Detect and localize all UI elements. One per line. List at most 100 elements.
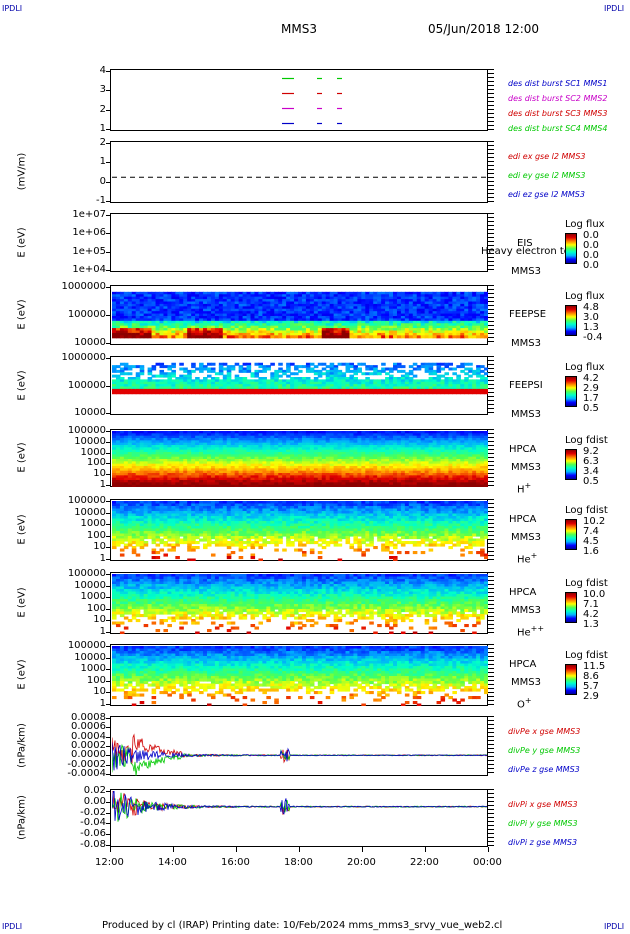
- hpca-h-cell: [436, 454, 442, 458]
- hpca-h-cell: [195, 484, 200, 487]
- hpca-h-cell: [404, 470, 410, 474]
- feepsi-cell: [294, 386, 299, 390]
- feepse-cell: [412, 308, 418, 312]
- hpca-h-cell: [377, 470, 382, 474]
- feepsi-cell: [329, 381, 335, 385]
- hpca-h-cell: [210, 470, 216, 474]
- feepse-cell: [301, 303, 307, 307]
- feepse-cell: [179, 325, 184, 329]
- hpca-h-cell: [329, 473, 335, 476]
- feepse-cell: [404, 301, 410, 305]
- hpca-h-cell: [389, 480, 394, 483]
- hpca-h-cell: [183, 433, 188, 437]
- hpca-h-cell: [135, 470, 141, 474]
- feepse-cell: [294, 323, 299, 327]
- hpca-h-cell: [112, 433, 117, 437]
- feepse-cell: [274, 296, 279, 300]
- feepse-cell: [206, 294, 212, 298]
- feepse-cell: [147, 330, 153, 334]
- feepse-cell: [436, 299, 442, 303]
- hpca-h-cell: [460, 468, 465, 472]
- feepsi-cell: [159, 391, 165, 395]
- hpca-h-cell: [393, 445, 398, 448]
- feepsi-cell: [139, 369, 145, 373]
- hpca-h-cell: [452, 442, 457, 446]
- feepsi-cell: [127, 367, 133, 371]
- hpca-h-cell: [412, 442, 418, 446]
- burst-ytick: 1: [99, 123, 106, 134]
- hpca-h-cell: [294, 433, 299, 437]
- feepse-cell: [112, 306, 117, 310]
- hpca-h-cell: [266, 442, 271, 446]
- hpca-h-cell: [242, 431, 248, 434]
- hpca-h-cell: [428, 440, 434, 444]
- hpca-h-cell: [214, 445, 220, 448]
- hpca-h-cell: [183, 435, 188, 439]
- feepse-cell: [385, 291, 390, 295]
- feepse-cell: [250, 313, 256, 317]
- hpca-h-cell: [218, 477, 224, 481]
- feepse-cell: [250, 335, 256, 339]
- feepsi-cell: [420, 379, 426, 383]
- feepse-cell: [460, 330, 465, 334]
- hpca-h-cell: [345, 433, 351, 437]
- feepse-cell: [325, 303, 331, 307]
- hpca-h-cell: [400, 447, 406, 451]
- feepse-cell: [365, 330, 370, 334]
- hpca-h-cell: [345, 477, 351, 481]
- feepsi-cell: [305, 367, 311, 371]
- hpca-h-cell: [396, 440, 402, 444]
- feepse-cell: [203, 308, 208, 312]
- hpca-h-cell: [222, 480, 228, 483]
- hpca-h-cell: [444, 480, 450, 483]
- feepsi-cell: [112, 388, 117, 392]
- feepsi-cell: [424, 367, 430, 371]
- feepse-cell: [171, 320, 176, 324]
- hpca-h-cell: [115, 449, 121, 453]
- feepse-cell: [294, 318, 299, 322]
- feepsi-cell: [345, 386, 351, 390]
- feepse-cell: [420, 325, 426, 329]
- hpca-h-cell: [171, 435, 176, 439]
- hpca-h-cell: [305, 470, 311, 474]
- hpca-h-cell: [301, 461, 307, 465]
- feepse-cell: [452, 332, 457, 336]
- feepse-cell: [294, 291, 299, 295]
- hpca-h-cell: [377, 475, 382, 479]
- feepsi-cell: [468, 381, 473, 385]
- hpca-h-cell: [199, 461, 204, 465]
- hpca-h-cell: [222, 459, 228, 462]
- hpca-h-cell: [464, 484, 469, 487]
- feepse-cell: [234, 318, 240, 322]
- feepse-cell: [333, 335, 339, 339]
- feepse-cell: [222, 303, 228, 307]
- hpca-h-cell: [436, 449, 442, 453]
- hpca-h-cell: [404, 459, 410, 462]
- hpca-h-cell: [187, 475, 192, 479]
- hpca-h-cell: [258, 477, 263, 481]
- hpca-h-cell: [294, 452, 299, 455]
- feepsi-cell: [206, 386, 212, 390]
- feepse-cell: [393, 308, 398, 312]
- hpca-h-cell: [254, 440, 260, 444]
- feepsi-cell: [452, 379, 457, 383]
- hpca-h-cell: [305, 447, 311, 451]
- feepsi-cell: [317, 372, 323, 376]
- hpca-h-cell: [115, 454, 121, 458]
- hpca-h-cell: [456, 468, 461, 472]
- feepsi-cell: [254, 386, 260, 390]
- hpca-h-cell: [428, 482, 434, 486]
- hpca-h-cell: [282, 477, 287, 481]
- hpca-h-cell: [369, 466, 374, 469]
- feepse-cell: [333, 311, 339, 315]
- feepse-cell: [321, 330, 327, 334]
- hpca-h-cell: [183, 463, 188, 467]
- hpca-h-cell: [238, 463, 244, 467]
- feepsi-cell: [183, 374, 188, 378]
- hpca-h-cell: [452, 433, 457, 437]
- feepse-cell: [218, 291, 224, 295]
- hpca-h-cell: [127, 480, 133, 483]
- feepse-cell: [171, 332, 176, 336]
- hpca-h-cell: [329, 466, 335, 469]
- feepse-cell: [456, 296, 461, 300]
